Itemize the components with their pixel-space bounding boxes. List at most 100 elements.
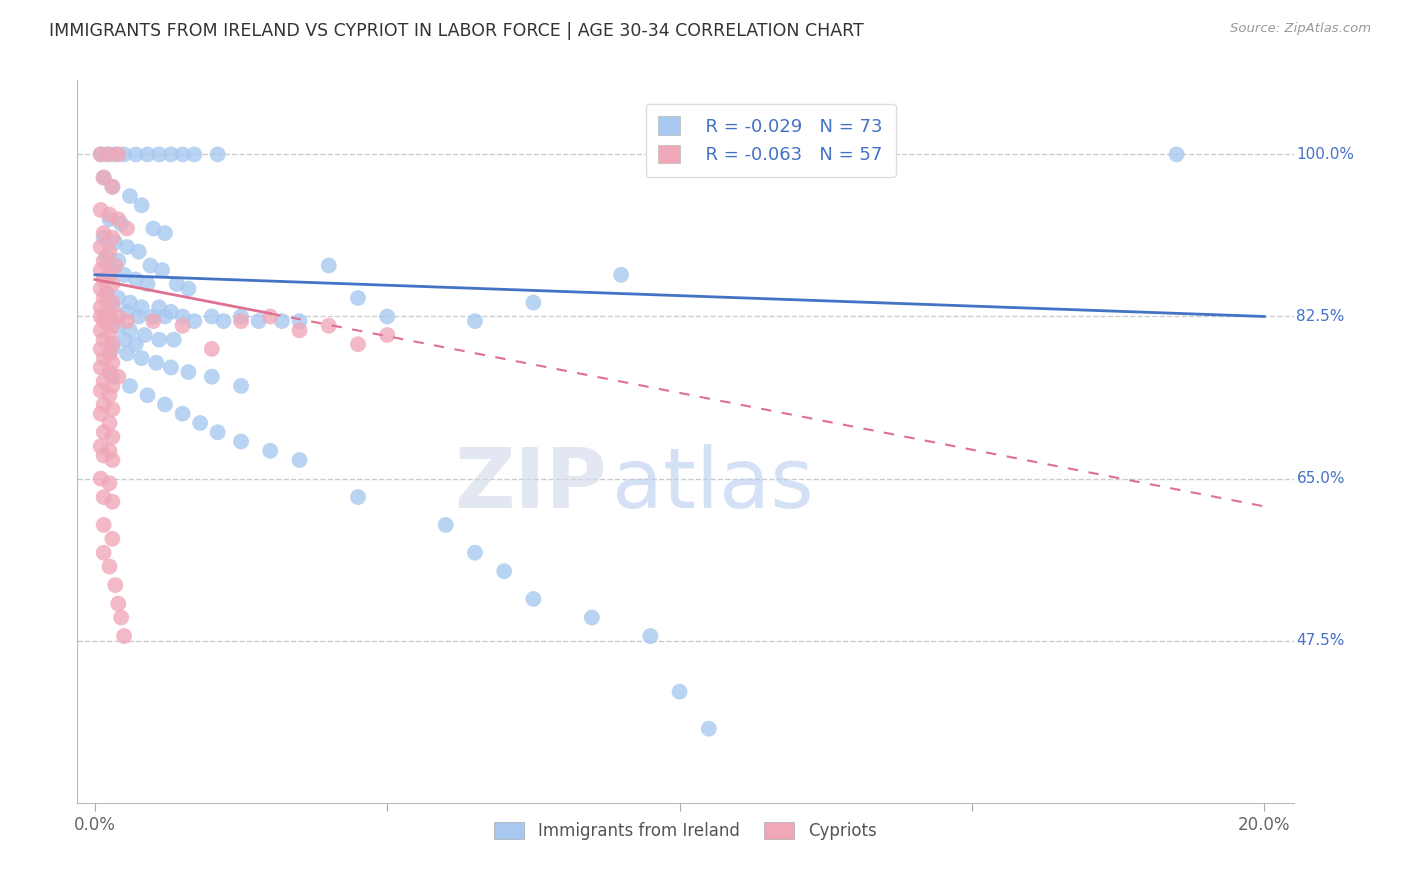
Point	[90, 342, 112, 356]
Point	[201, 342, 224, 356]
Point	[90, 202, 112, 217]
Point	[98, 244, 121, 259]
Point	[125, 147, 148, 161]
Point	[112, 333, 135, 347]
Point	[522, 592, 544, 607]
Point	[98, 476, 121, 491]
Point	[259, 443, 281, 458]
Point	[93, 170, 115, 185]
Point	[107, 291, 129, 305]
Point	[101, 532, 124, 546]
Text: 82.5%: 82.5%	[1296, 309, 1344, 324]
Point	[107, 254, 129, 268]
Point	[93, 314, 115, 328]
Point	[183, 147, 205, 161]
Point	[115, 305, 138, 319]
Point	[93, 291, 115, 305]
Point	[139, 259, 162, 273]
Point	[581, 610, 603, 624]
Point	[166, 277, 188, 291]
Point	[98, 268, 121, 282]
Point	[107, 147, 129, 161]
Point	[112, 147, 135, 161]
Point	[101, 231, 124, 245]
Point	[136, 147, 159, 161]
Point	[229, 310, 252, 324]
Point	[494, 564, 516, 578]
Point	[107, 369, 129, 384]
Point	[125, 337, 148, 351]
Point	[160, 360, 183, 375]
Point	[375, 328, 398, 343]
Point	[98, 416, 121, 430]
Point	[93, 375, 115, 389]
Point	[207, 147, 229, 161]
Point	[247, 314, 270, 328]
Point	[153, 310, 176, 324]
Point	[229, 314, 252, 328]
Point	[118, 323, 141, 337]
Point	[101, 356, 124, 370]
Point	[93, 254, 115, 268]
Point	[128, 310, 150, 324]
Point	[118, 379, 141, 393]
Point	[347, 337, 370, 351]
Point	[172, 407, 194, 421]
Text: atlas: atlas	[613, 444, 814, 525]
Point	[145, 356, 167, 370]
Point	[112, 629, 135, 643]
Point	[148, 300, 170, 314]
Point	[118, 189, 141, 203]
Point	[375, 310, 398, 324]
Point	[347, 291, 370, 305]
Point	[153, 226, 176, 240]
Point	[201, 310, 224, 324]
Point	[93, 226, 115, 240]
Point	[107, 212, 129, 227]
Point	[101, 453, 124, 467]
Point	[125, 272, 148, 286]
Point	[229, 379, 252, 393]
Point	[96, 286, 118, 301]
Point	[93, 425, 115, 440]
Point	[90, 147, 112, 161]
Point	[90, 472, 112, 486]
Point	[177, 282, 200, 296]
Point	[93, 546, 115, 560]
Point	[98, 365, 121, 379]
Point	[318, 259, 340, 273]
Point	[98, 346, 121, 360]
Point	[640, 629, 662, 643]
Point	[93, 490, 115, 504]
Point	[610, 268, 633, 282]
Point	[90, 147, 112, 161]
Point	[96, 314, 118, 328]
Point	[101, 342, 124, 356]
Point	[107, 597, 129, 611]
Point	[115, 346, 138, 360]
Point	[229, 434, 252, 449]
Point	[318, 318, 340, 333]
Point	[98, 388, 121, 402]
Point	[101, 337, 124, 351]
Point	[98, 443, 121, 458]
Point	[90, 407, 112, 421]
Point	[142, 314, 165, 328]
Point	[101, 179, 124, 194]
Point	[96, 147, 118, 161]
Point	[163, 333, 186, 347]
Point	[207, 425, 229, 440]
Point	[101, 179, 124, 194]
Text: Source: ZipAtlas.com: Source: ZipAtlas.com	[1230, 22, 1371, 36]
Point	[142, 221, 165, 235]
Point	[98, 212, 121, 227]
Point	[96, 249, 118, 263]
Point	[90, 300, 112, 314]
Point	[136, 388, 159, 402]
Point	[101, 300, 124, 314]
Point	[153, 397, 176, 411]
Point	[104, 235, 127, 250]
Point	[148, 147, 170, 161]
Point	[101, 430, 124, 444]
Text: ZIP: ZIP	[454, 444, 606, 525]
